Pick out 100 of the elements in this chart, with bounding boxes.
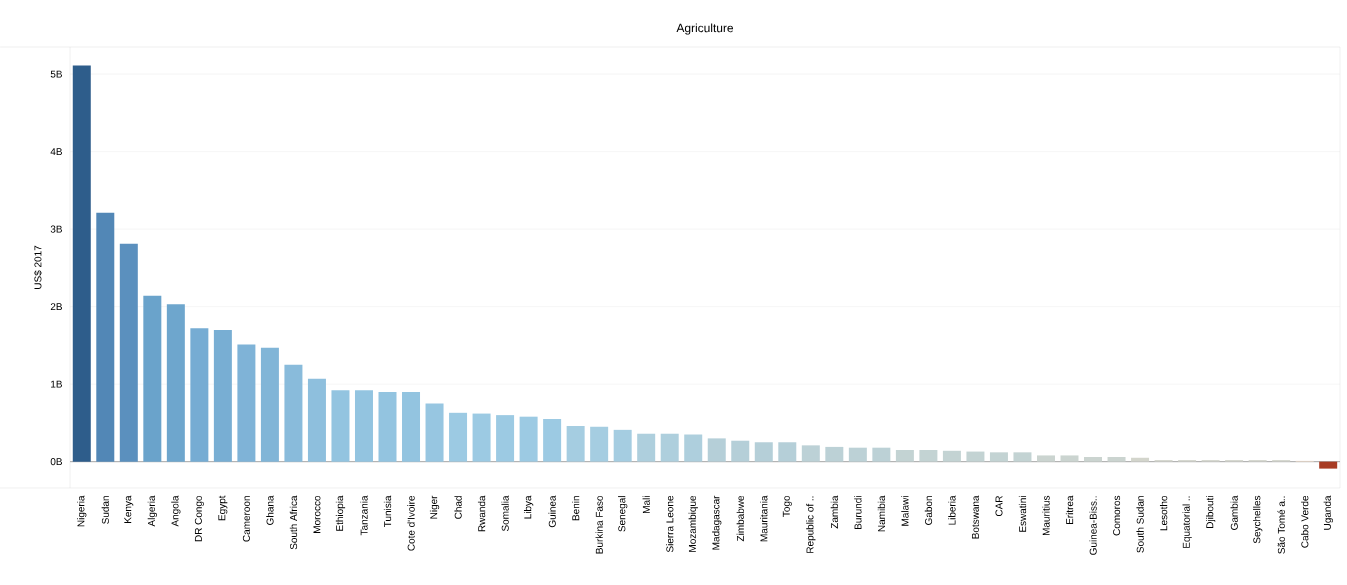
bar — [331, 390, 350, 462]
x-tick-label: Comoros — [1113, 495, 1121, 536]
x-tick-label: Cabo Verde — [1301, 495, 1309, 548]
bar — [72, 65, 91, 462]
bar — [190, 328, 209, 462]
x-tick-label: Lesotho — [1159, 495, 1168, 531]
bar — [213, 329, 232, 462]
y-tick-label: 4B — [50, 148, 62, 156]
x-tick-label: Niger — [429, 495, 440, 519]
x-tick-label: Mauritania — [760, 495, 768, 542]
x-tick-label: Guinea-Biss.. — [1089, 496, 1097, 555]
y-tick-label: 1B — [51, 380, 62, 388]
bar — [966, 451, 985, 462]
bar — [96, 212, 115, 462]
x-tick-label: Chad — [454, 496, 462, 519]
x-tick-label: Equatorial .. — [1182, 496, 1192, 548]
x-tick-label: Rwanda — [477, 495, 486, 532]
y-tick-label: 3B — [50, 225, 62, 233]
x-tick-label: Eritrea — [1065, 495, 1074, 525]
bar — [895, 450, 914, 462]
chart-title: Agriculture — [676, 23, 734, 35]
bar — [1131, 457, 1150, 462]
y-tick-label: 0B — [50, 458, 62, 466]
bar — [566, 425, 585, 462]
bar — [354, 390, 373, 462]
bar — [307, 378, 326, 462]
bar — [919, 450, 938, 462]
x-tick-label: Tunisia — [383, 495, 392, 528]
bar — [402, 391, 421, 462]
x-tick-label: Uganda — [1323, 495, 1333, 530]
x-tick-label: Namibia — [877, 495, 886, 532]
x-tick-label: Ghana — [266, 495, 274, 525]
bar — [660, 433, 679, 462]
x-tick-label: Seychelles — [1253, 495, 1263, 544]
bar — [637, 433, 656, 462]
bar — [1107, 456, 1126, 462]
bar — [284, 364, 303, 462]
x-tick-label: Republic of .. — [806, 496, 816, 553]
y-axis-title: US$ 2017 — [33, 245, 43, 289]
x-tick-label: São Tomé a.. — [1277, 496, 1285, 554]
x-tick-label: South Africa — [289, 495, 298, 550]
bar — [590, 426, 609, 462]
bar — [449, 412, 468, 462]
bar — [707, 438, 726, 462]
x-tick-label: Togo — [782, 495, 792, 517]
x-tick-label: CAR — [995, 495, 1003, 517]
x-tick-label: Burundi — [854, 496, 862, 530]
bar — [613, 429, 632, 462]
x-tick-label: Mauritius — [1042, 495, 1050, 536]
x-tick-label: Sierra Leone — [666, 495, 674, 553]
bar — [378, 391, 397, 462]
x-tick-label: Madagascar — [712, 495, 722, 550]
y-tick-label: 5B — [50, 70, 62, 78]
bar — [848, 447, 867, 462]
x-tick-label: Kenya — [124, 495, 134, 523]
x-tick-label: Gambia — [1230, 495, 1238, 530]
x-tick-label: Libya — [523, 495, 534, 519]
x-tick-label: Egypt — [218, 495, 228, 521]
bar — [1036, 455, 1055, 462]
x-tick-label: Malawi — [901, 496, 909, 526]
bar — [143, 295, 162, 462]
bar — [1319, 461, 1338, 469]
x-tick-label: Cote d'Ivoire — [407, 495, 415, 551]
x-tick-label: Zimbabwe — [736, 495, 744, 542]
x-tick-label: Algeria — [147, 495, 157, 527]
x-tick-label: Djibouti — [1206, 496, 1216, 528]
bar — [801, 445, 820, 462]
bar — [684, 434, 703, 462]
x-tick-label: Liberia — [948, 495, 956, 525]
x-tick-label: Mozambique — [688, 495, 698, 552]
bar — [119, 243, 138, 462]
bar — [1060, 455, 1079, 462]
x-tick-label: Morocco — [313, 495, 321, 533]
x-tick-label: Benin — [572, 496, 580, 521]
x-tick-label: Mali — [642, 496, 650, 513]
x-tick-label: DR Congo — [194, 495, 204, 542]
x-tick-label: Tanzania — [360, 495, 368, 536]
x-tick-label: Zambia — [830, 495, 839, 529]
bar — [754, 442, 773, 462]
y-tick-label: 2B — [50, 303, 62, 311]
bar — [472, 413, 491, 462]
x-tick-label: Somalia — [501, 495, 509, 532]
bar — [731, 440, 750, 462]
bar — [237, 344, 256, 462]
x-tick-label: Senegal — [618, 496, 628, 532]
bar — [543, 419, 562, 462]
bar — [942, 450, 961, 462]
bar — [260, 347, 279, 462]
x-tick-label: Gabon — [924, 496, 933, 525]
x-tick-label: Burkina Faso — [595, 495, 603, 554]
x-tick-label: Eswatini — [1018, 496, 1027, 532]
bar — [1084, 456, 1103, 462]
bar — [825, 446, 844, 462]
x-tick-label: Guinea — [548, 495, 556, 528]
x-tick-label: Cameroon — [242, 496, 250, 542]
bar — [166, 304, 185, 462]
x-tick-label: Ethiopia — [335, 495, 346, 531]
bar — [1013, 452, 1032, 462]
bar — [872, 447, 891, 462]
bar — [778, 442, 797, 462]
